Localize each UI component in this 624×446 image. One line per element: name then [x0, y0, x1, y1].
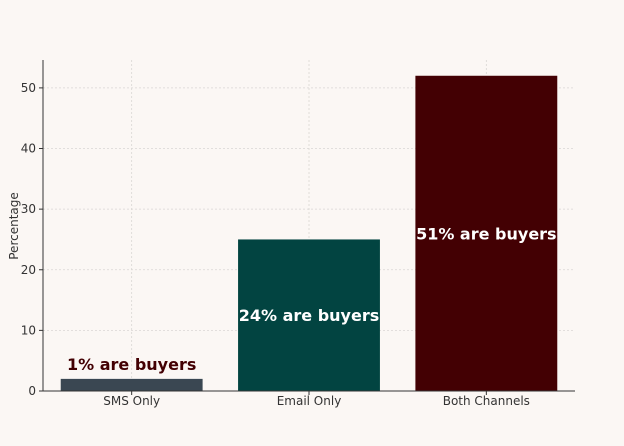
x-tick-label-1: Email Only: [277, 394, 342, 408]
y-axis-label: Percentage: [7, 192, 21, 260]
bars: [60, 75, 558, 391]
x-axis-ticks: SMS Only Email Only Both Channels: [103, 391, 530, 408]
x-tick-label-2: Both Channels: [443, 394, 530, 408]
x-tick-label-0: SMS Only: [103, 394, 160, 408]
bar-1: [238, 239, 380, 391]
y-tick-label-1: 10: [21, 323, 36, 337]
bar-label-2: 51% are buyers: [416, 224, 557, 243]
y-tick-label-5: 50: [21, 81, 36, 95]
bar-label-1: 24% are buyers: [239, 306, 380, 325]
y-axis-ticks: 0 10 20 30 40 50: [21, 81, 43, 398]
bar-label-0: 1% are buyers: [67, 355, 196, 374]
bar-0: [60, 378, 203, 391]
bar-2: [415, 75, 558, 391]
y-tick-label-4: 40: [21, 142, 36, 156]
y-tick-label-0: 0: [28, 384, 36, 398]
y-tick-label-3: 30: [21, 202, 36, 216]
y-tick-label-2: 20: [21, 263, 36, 277]
bar-labels: 1% are buyers 24% are buyers 51% are buyer…: [67, 224, 557, 373]
